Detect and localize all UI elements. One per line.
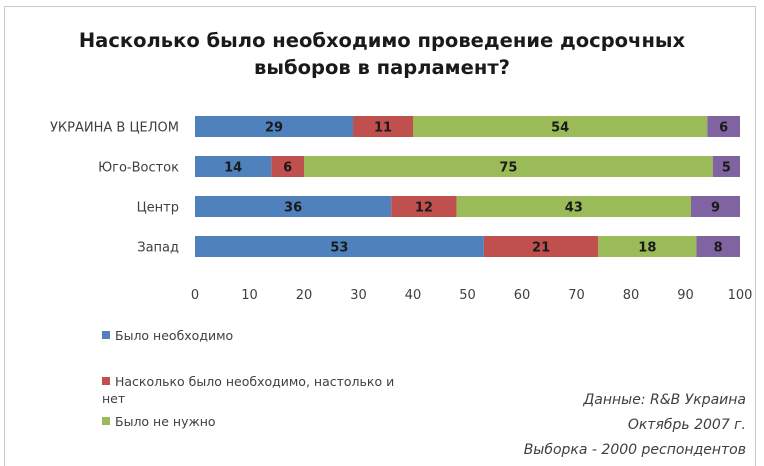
data-label: 11 bbox=[374, 121, 392, 136]
x-tick-label: 100 bbox=[728, 288, 753, 303]
category-label: УКРАИНА В ЦЕЛОМ bbox=[50, 121, 179, 136]
data-label: 6 bbox=[719, 121, 728, 136]
legend-label-neutral-line-1: Насколько было необходимо, настолько и bbox=[115, 373, 394, 390]
data-label: 75 bbox=[499, 161, 517, 176]
source-line-1: Данные: R&B Украина bbox=[524, 388, 746, 413]
x-tick-label: 20 bbox=[296, 288, 313, 303]
source-line-3: Выборка - 2000 респондентов bbox=[524, 438, 746, 463]
x-tick-label: 40 bbox=[405, 288, 422, 303]
source-line-2: Октябрь 2007 г. bbox=[524, 413, 746, 438]
category-label: Юго-Восток bbox=[98, 161, 179, 176]
data-label: 29 bbox=[265, 121, 283, 136]
x-tick-label: 30 bbox=[350, 288, 367, 303]
x-tick-label: 80 bbox=[623, 288, 640, 303]
x-tick-label: 90 bbox=[677, 288, 694, 303]
category-label: Запад bbox=[137, 241, 179, 256]
data-label: 8 bbox=[714, 241, 723, 256]
data-label: 9 bbox=[711, 201, 720, 216]
legend-label-neutral-line-2: нет bbox=[102, 390, 125, 407]
source-note: Данные: R&B Украина Октябрь 2007 г. Выбо… bbox=[524, 388, 746, 463]
data-label: 21 bbox=[532, 241, 550, 256]
data-label: 14 bbox=[224, 161, 242, 176]
x-tick-label: 10 bbox=[241, 288, 258, 303]
legend-label-necessary: Было необходимо bbox=[115, 327, 233, 344]
category-label: Центр bbox=[137, 201, 179, 216]
x-tick-label: 70 bbox=[568, 288, 585, 303]
data-label: 18 bbox=[638, 241, 656, 256]
x-tick-label: 60 bbox=[514, 288, 531, 303]
legend-swatch-green bbox=[102, 417, 110, 425]
data-label: 36 bbox=[284, 201, 302, 216]
data-label: 54 bbox=[551, 121, 569, 136]
legend-label-unnecessary: Было не нужно bbox=[115, 413, 216, 430]
x-tick-label: 50 bbox=[459, 288, 476, 303]
data-label: 53 bbox=[330, 241, 348, 256]
x-tick-label: 0 bbox=[191, 288, 199, 303]
data-label: 12 bbox=[415, 201, 433, 216]
legend-swatch-blue bbox=[102, 331, 110, 339]
data-label: 5 bbox=[722, 161, 731, 176]
data-label: 6 bbox=[283, 161, 292, 176]
legend-swatch-red bbox=[102, 377, 110, 385]
data-label: 43 bbox=[565, 201, 583, 216]
